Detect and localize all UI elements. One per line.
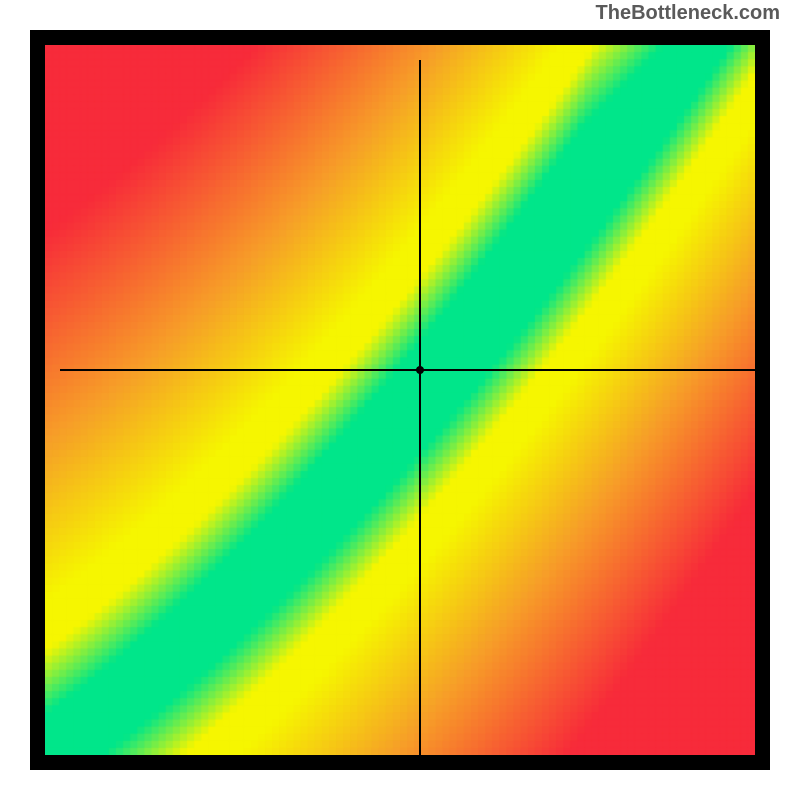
attribution-text: TheBottleneck.com xyxy=(596,2,780,25)
chart-container: TheBottleneck.com xyxy=(0,0,800,800)
plot-area xyxy=(30,30,770,770)
crosshair-marker xyxy=(416,366,424,374)
heatmap-canvas xyxy=(45,45,755,755)
crosshair-vertical xyxy=(419,60,421,770)
